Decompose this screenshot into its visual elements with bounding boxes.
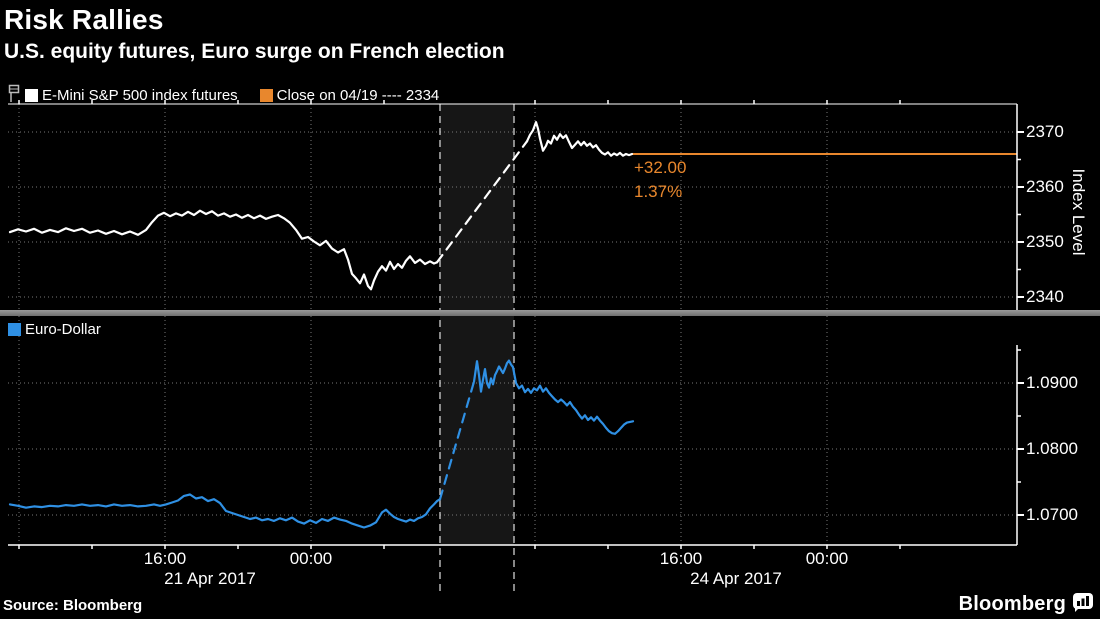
event-window-shading <box>440 104 514 545</box>
x-time-label: 16:00 <box>659 549 703 568</box>
annotation-flag-icon <box>8 83 20 107</box>
page-title: Risk Rallies <box>4 4 164 35</box>
y-tick-label: 1.0800 <box>1026 439 1078 458</box>
y-tick-label: 1.0900 <box>1026 373 1078 392</box>
bloomberg-logo-text: Bloomberg <box>958 593 1066 615</box>
legend-top-panel: E-Mini S&P 500 index futures Close on 04… <box>8 83 439 107</box>
bloomberg-logo: Bloomberg <box>959 592 1094 617</box>
bottom-series-line-solid <box>8 493 442 529</box>
top-series-line-solid <box>525 121 634 157</box>
x-date-label: 21 Apr 2017 <box>164 569 256 588</box>
series1-swatch-icon <box>25 88 38 102</box>
bottom-series-line-solid <box>472 359 635 435</box>
pct-change-label: 1.37% <box>634 182 683 201</box>
ref-line-swatch-icon <box>259 88 273 102</box>
panel-separator <box>0 310 1100 316</box>
y-axis-title: Index Level <box>1069 168 1088 256</box>
x-date-label: 24 Apr 2017 <box>690 569 782 588</box>
top-series-line-dashed <box>435 140 529 264</box>
net-change-label: +32.00 <box>634 158 687 177</box>
y-tick-label: 2370 <box>1026 122 1064 141</box>
x-time-label: 16:00 <box>143 549 187 568</box>
series2-swatch-icon <box>8 323 21 336</box>
x-time-label: 00:00 <box>805 549 849 568</box>
bottom-series-line-dashed <box>438 380 476 501</box>
ref-line-legend-label: Close on 04/19 ---- 2334 <box>276 86 440 104</box>
y-tick-label: 2360 <box>1026 177 1064 196</box>
x-time-label: 00:00 <box>289 549 333 568</box>
source-credit: Source: Bloomberg <box>3 597 143 614</box>
top-series-line-solid <box>8 209 439 291</box>
y-tick-label: 2340 <box>1026 287 1064 306</box>
legend-bottom-panel: Euro-Dollar <box>8 321 101 338</box>
series2-legend-label: Euro-Dollar <box>25 321 101 338</box>
page-subtitle: U.S. equity futures, Euro surge on Frenc… <box>4 40 505 63</box>
series1-legend-label: E-Mini S&P 500 index futures <box>42 86 238 104</box>
y-tick-label: 2350 <box>1026 232 1064 251</box>
y-tick-label: 1.0700 <box>1026 505 1078 524</box>
bloomberg-chart-bubble-icon <box>1072 592 1094 617</box>
